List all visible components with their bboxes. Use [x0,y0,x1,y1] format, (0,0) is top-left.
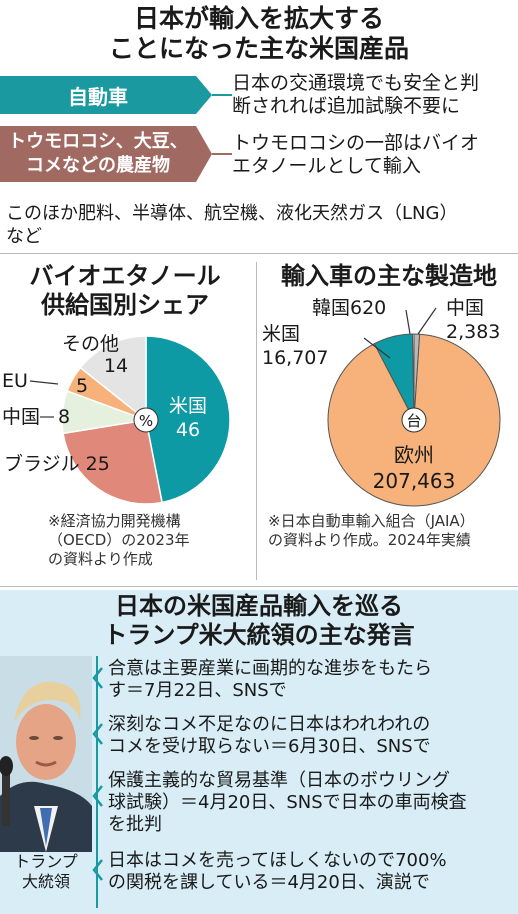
chart2-title: 輸入車の主な製造地 [281,262,497,290]
quote-item: 深刻なコメ不足なのに日本はわれわれの コメを受け取らない＝6月30日、SNSで [108,714,431,757]
product-autos-band: 自動車 [0,76,196,114]
slice-value: 14 [104,355,128,377]
slice-label: その他 [62,333,119,355]
divider [256,262,257,580]
quotes-title: 日本の米国産品輸入を巡る トランプ米大統領の主な発言 [103,592,415,649]
slice-value: 5 [76,375,88,397]
products-section: 自動車 日本の交通環境でも安全と判 断されれば追加試験不要に トウモロコシ、大豆… [0,72,518,192]
slice-label: ブラジル 25 [4,452,110,475]
pie-center-unit [133,407,159,433]
divider [0,253,518,254]
chevron-left-icon [92,785,103,807]
leader-line [417,307,437,335]
slice-value: 207,463 [373,469,456,493]
trump-portrait [0,656,92,852]
slice-label: 中国 [2,406,40,428]
connector-line [212,94,232,96]
quote-bar [96,656,98,908]
portrait-caption: トランプ 大統領 [14,852,78,891]
quote-item: 合意は主要産業に画期的な進歩をもたら す＝7月22日、SNSで [108,658,432,701]
arrow-right-icon [196,126,212,182]
chart1-source: ※経済協力開発機構 （OECD）の2023年 の資料より作成 [48,512,190,568]
slice-value: 16,707 [262,347,328,369]
slice-value: 8 [58,406,70,428]
pie-slice-0 [145,335,231,504]
slice-value: 46 [176,419,200,441]
slice-label: EU [2,370,28,392]
connector-line [212,153,232,155]
slice-label: 米国 [169,395,207,417]
page-title-line1: 日本が輸入を拡大する [133,4,384,33]
product-autos-desc: 日本の交通環境でも安全と判 断されれば追加試験不要に [232,72,480,117]
pie-center-unit [401,407,427,433]
pie-unit-label: 台 [406,412,421,430]
chevron-left-icon [92,667,103,689]
leader-line [363,337,391,359]
quotes-section: 日本の米国産品輸入を巡る トランプ米大統領の主な発言 トランプ 大統領 合意は主… [0,590,518,914]
pie-unit-label: % [139,412,153,430]
slice-label: 欧州 [394,443,434,467]
quote-item: 保護主義的な貿易基準（日本のボウリング 球試験）＝4月20日、SNSで日本の車両… [108,770,467,835]
slice-label: 米国 [262,323,300,345]
page-title-line2: ことになった主な米国産品 [108,34,409,63]
arrow-right-icon [196,76,212,114]
pie-slice-4 [79,335,147,422]
chart2-source: ※日本自動車輸入組合（JAIA） の資料より作成。2024年実績 [268,512,475,549]
product-agri-desc: トウモロコシの一部はバイオ エタノールとして輸入 [232,132,480,177]
chevron-left-icon [92,723,103,745]
pie-slice-3 [412,333,415,421]
product-autos-name: 自動車 [68,84,128,109]
chevron-left-icon [92,859,103,881]
slice-label: 韓国620 [312,297,386,319]
chart1-title: バイオエタノール 供給国別シェア [29,262,221,319]
quote-markers [92,667,103,881]
leader-line [29,380,59,385]
product-agri-name-line1: トウモロコシ、大豆、 [8,131,188,152]
product-agri-band: トウモロコシ、大豆、 コメなどの農産物 [0,126,196,182]
other-products-note: このほか肥料、半導体、航空機、液化天然ガス（LNG） など [6,203,458,247]
pie-slice-1 [62,419,163,505]
product-agri-name-line2: コメなどの農産物 [26,155,170,176]
divider [0,586,518,587]
quote-item: 日本はコメを売ってほしくないので700% の関税を課している＝4月20日、演説で [108,850,447,893]
slice-value: 2,383 [446,321,500,343]
slice-label: 中国 [446,297,484,319]
leader-line [405,309,411,335]
